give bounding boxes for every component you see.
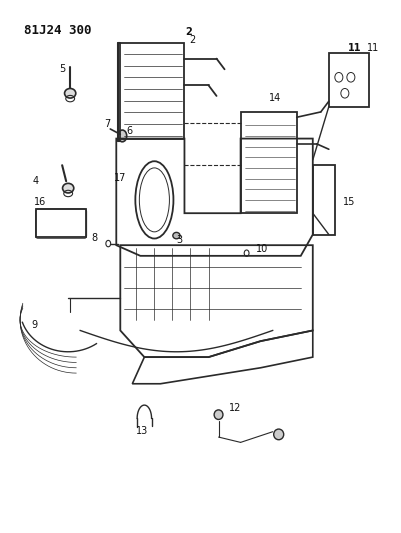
Bar [120, 43, 184, 139]
Text: 12: 12 [229, 403, 241, 414]
Text: 6: 6 [126, 126, 132, 135]
Bar [241, 112, 297, 213]
Text: 5: 5 [59, 64, 65, 74]
Ellipse shape [173, 232, 180, 239]
Text: 2: 2 [185, 27, 192, 37]
Text: 8: 8 [91, 233, 97, 243]
Text: 2: 2 [189, 35, 196, 45]
Text: 9: 9 [31, 320, 37, 330]
Text: 3: 3 [176, 235, 182, 245]
Text: 81J24 300: 81J24 300 [24, 24, 91, 37]
Text: 4: 4 [32, 176, 38, 186]
Bar [313, 165, 335, 235]
Bar [36, 209, 86, 237]
Ellipse shape [118, 130, 127, 142]
Ellipse shape [273, 429, 284, 440]
Ellipse shape [63, 183, 74, 193]
Text: 16: 16 [34, 197, 46, 207]
Ellipse shape [65, 88, 76, 98]
Text: 10: 10 [256, 244, 268, 254]
Text: 11: 11 [348, 43, 362, 53]
Text: 15: 15 [343, 197, 355, 207]
Text: 7: 7 [104, 119, 111, 128]
Text: 13: 13 [136, 426, 148, 437]
Ellipse shape [214, 410, 223, 419]
Text: 17: 17 [114, 173, 126, 183]
Text: 14: 14 [269, 93, 281, 103]
Text: 11: 11 [367, 43, 379, 53]
Bar [329, 53, 369, 107]
